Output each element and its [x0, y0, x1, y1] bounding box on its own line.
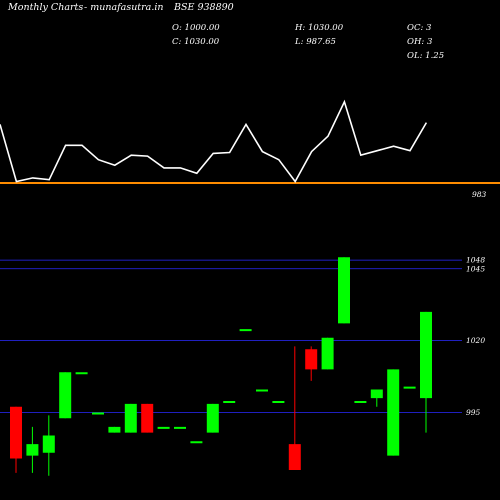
- candle-body: [321, 337, 334, 370]
- candle-body: [305, 349, 318, 370]
- ohlc-oc: OC: 3: [407, 23, 431, 33]
- candle-body: [239, 329, 252, 332]
- candle-body: [141, 403, 154, 433]
- candle: [256, 389, 268, 392]
- y-tick-label: 1048: [466, 256, 485, 265]
- candle: [305, 346, 318, 381]
- candle-body: [354, 401, 367, 403]
- ohlc-close: C: 1030.00: [172, 37, 220, 47]
- candle: [42, 415, 55, 476]
- candle: [223, 401, 236, 403]
- y-tick-label: 995: [466, 408, 481, 417]
- candle-body: [420, 311, 432, 399]
- candle-body: [387, 369, 400, 456]
- candle: [370, 389, 383, 407]
- candle: [387, 369, 400, 456]
- candle: [354, 401, 367, 403]
- candle: [288, 346, 301, 470]
- candle-body: [256, 389, 268, 392]
- candle-body: [272, 401, 285, 403]
- candle: [403, 386, 416, 389]
- candle-body: [288, 444, 301, 470]
- candle-body: [403, 386, 416, 389]
- candle-body: [108, 426, 121, 433]
- candle-body: [206, 403, 219, 433]
- candle: [108, 426, 121, 433]
- candle: [157, 426, 170, 429]
- indicator-line: [0, 99, 428, 183]
- candle-body: [338, 257, 350, 324]
- candle-body: [10, 406, 22, 459]
- candle-body: [124, 403, 137, 433]
- candle-body: [190, 441, 203, 444]
- candle: [190, 441, 203, 444]
- candle-body: [370, 389, 383, 399]
- ohlc-ol: OL: 1.25: [407, 51, 444, 61]
- source-label: - munafasutra.in: [84, 2, 164, 13]
- candle: [321, 337, 334, 370]
- candle-body: [92, 412, 104, 415]
- ohlc-high: H: 1030.00: [294, 23, 344, 33]
- candle: [206, 403, 219, 433]
- indicator-panel: [0, 99, 500, 184]
- ohlc-open: O: 1000.00: [172, 23, 220, 33]
- candle-body: [59, 372, 72, 419]
- candle: [26, 426, 39, 473]
- candle-body: [223, 401, 236, 403]
- candle: [75, 372, 88, 375]
- candle: [239, 329, 252, 332]
- candle: [420, 311, 432, 433]
- candle: [141, 403, 154, 433]
- candle-body: [174, 426, 186, 429]
- candle-body: [75, 372, 88, 375]
- y-tick-label: 1045: [466, 264, 485, 273]
- reference-label: 983: [472, 190, 487, 199]
- candle: [272, 401, 285, 403]
- candle: [338, 257, 350, 324]
- symbol-label: BSE 938890: [173, 2, 234, 13]
- y-tick-label: 1020: [466, 336, 485, 345]
- candle-body: [26, 444, 39, 456]
- candlestick-series: [10, 257, 432, 476]
- ohlc-low: L: 987.65: [294, 37, 336, 47]
- candle: [10, 406, 22, 473]
- candle: [92, 412, 104, 415]
- candle-body: [42, 435, 55, 453]
- candle: [124, 403, 137, 433]
- site-title: Monthly Charts: [7, 2, 83, 13]
- ohlc-oh: OH: 3: [407, 37, 432, 47]
- candle: [59, 372, 72, 419]
- candle-body: [157, 426, 170, 429]
- candle: [174, 426, 186, 429]
